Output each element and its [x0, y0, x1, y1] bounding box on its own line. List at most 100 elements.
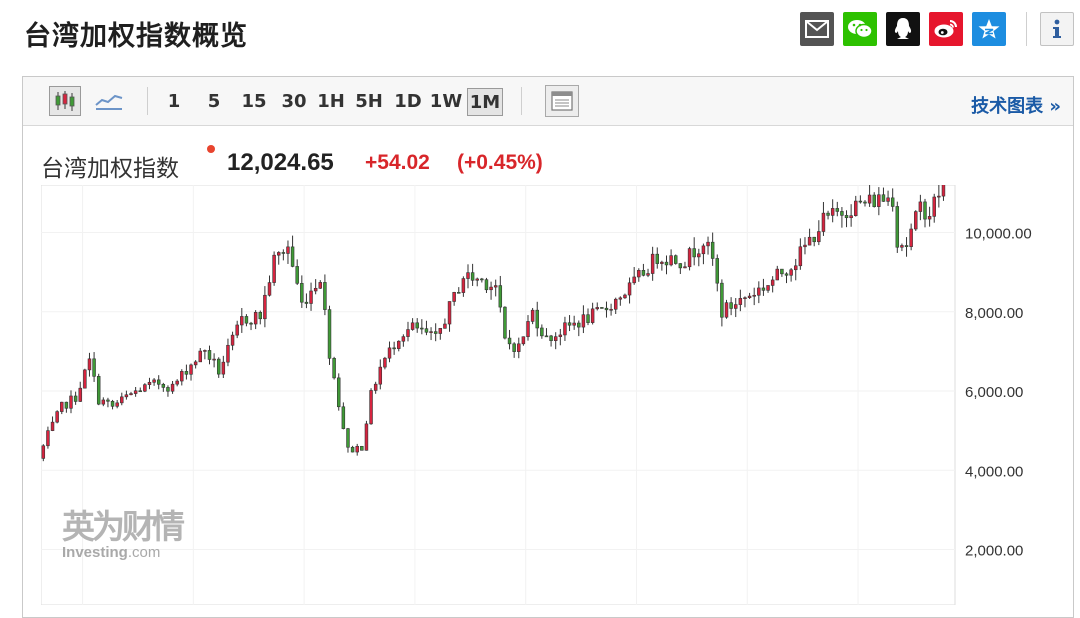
qzone-icon[interactable] — [972, 12, 1006, 46]
y-tick-label: 4,000.00 — [965, 463, 1023, 480]
candle-body — [410, 322, 415, 330]
candle-body — [530, 309, 535, 322]
candle-body — [669, 255, 673, 266]
interval-1[interactable]: 1 — [167, 91, 181, 112]
candle-body — [180, 371, 184, 382]
candle-body — [798, 246, 803, 267]
candle-body — [660, 261, 664, 264]
candle-body — [673, 255, 678, 264]
plot-area — [41, 185, 956, 605]
candle-body — [586, 314, 590, 323]
weibo-icon[interactable] — [929, 12, 963, 46]
y-tick-label: 8,000.00 — [965, 305, 1023, 322]
candle-body — [840, 211, 844, 216]
candle-body — [433, 331, 438, 334]
candle-body — [401, 336, 406, 342]
candle-body — [549, 335, 553, 341]
candle-body — [710, 241, 715, 259]
interval-5[interactable]: 5 — [207, 91, 221, 112]
candle-body — [849, 215, 853, 219]
candle-body — [517, 343, 521, 352]
interval-15[interactable]: 15 — [241, 91, 267, 112]
candle-body — [147, 381, 152, 385]
candle-body — [249, 322, 253, 325]
candle-body — [581, 314, 586, 328]
candle-body — [484, 279, 489, 291]
candle-body — [309, 290, 313, 304]
candle-body — [300, 283, 304, 303]
candle-body — [212, 358, 216, 361]
interval-5h[interactable]: 5H — [355, 91, 383, 112]
candle-body — [235, 324, 239, 336]
price-chart[interactable]: 12,024.652,000.004,000.006,000.008,000.0… — [41, 185, 1071, 605]
candle-body — [295, 266, 299, 284]
area-chart-icon[interactable] — [93, 86, 125, 116]
candle-body — [844, 215, 849, 219]
candle-body — [355, 445, 359, 453]
candle-body — [392, 347, 396, 350]
candle-body — [937, 195, 941, 198]
candle-body — [595, 307, 599, 310]
candle-body — [577, 322, 581, 328]
candle-body — [794, 265, 798, 271]
candle-body — [272, 254, 276, 283]
info-icon[interactable] — [1040, 12, 1074, 46]
candle-body — [290, 246, 295, 267]
candle-body — [115, 402, 119, 407]
candle-body — [600, 307, 604, 309]
candle-body — [900, 245, 904, 248]
technical-chart-link[interactable]: 技术图表 » — [971, 96, 1061, 117]
candle-body — [143, 384, 147, 392]
candle-body — [544, 335, 549, 338]
candle-body — [341, 406, 346, 429]
y-tick-label: 6,000.00 — [965, 384, 1023, 401]
candle-body — [106, 399, 110, 402]
candlestick-icon[interactable] — [49, 86, 81, 116]
candle-body — [803, 244, 807, 248]
candle-body — [41, 445, 46, 459]
candle-body — [687, 248, 692, 268]
candle-body — [46, 430, 50, 447]
candle-body — [281, 252, 286, 254]
candle-body — [323, 282, 327, 310]
candle-body — [821, 212, 826, 232]
candle-body — [373, 383, 378, 391]
candle-body — [784, 273, 789, 276]
candle-body — [890, 197, 895, 207]
y-tick-label: 2,000.00 — [965, 543, 1023, 560]
wechat-icon[interactable] — [843, 12, 877, 46]
candle-body — [184, 371, 189, 375]
candle-body — [69, 395, 73, 409]
candle-body — [327, 309, 332, 359]
candle-body — [129, 393, 133, 396]
interval-1w[interactable]: 1W — [429, 91, 463, 112]
candle-body — [747, 295, 752, 298]
candle-body — [397, 340, 401, 349]
quote-change: +54.02 — [365, 151, 430, 174]
interval-1d[interactable]: 1D — [394, 91, 422, 112]
candle-body — [715, 258, 719, 284]
candle-body — [872, 194, 876, 207]
interval-1h[interactable]: 1H — [317, 91, 345, 112]
candle-body — [618, 297, 623, 300]
y-tick-label: 10,000.00 — [965, 226, 1032, 243]
candle-body — [886, 197, 890, 202]
candle-body — [835, 208, 840, 212]
email-icon[interactable] — [800, 12, 834, 46]
candle-body — [729, 302, 733, 309]
candle-body — [138, 390, 142, 393]
toolbar-separator — [521, 87, 522, 115]
interval-1m[interactable]: 1M — [467, 88, 503, 116]
candle-body — [641, 269, 646, 276]
candle-body — [627, 282, 632, 296]
candle-body — [567, 322, 572, 326]
candle-body — [318, 282, 323, 289]
candle-body — [761, 287, 766, 291]
candle-body — [240, 316, 244, 326]
candle-body — [881, 194, 886, 202]
interval-30[interactable]: 30 — [281, 91, 307, 112]
qq-icon[interactable] — [886, 12, 920, 46]
candle-body — [406, 329, 410, 337]
table-icon[interactable] — [545, 85, 579, 117]
candle-body — [170, 383, 175, 392]
